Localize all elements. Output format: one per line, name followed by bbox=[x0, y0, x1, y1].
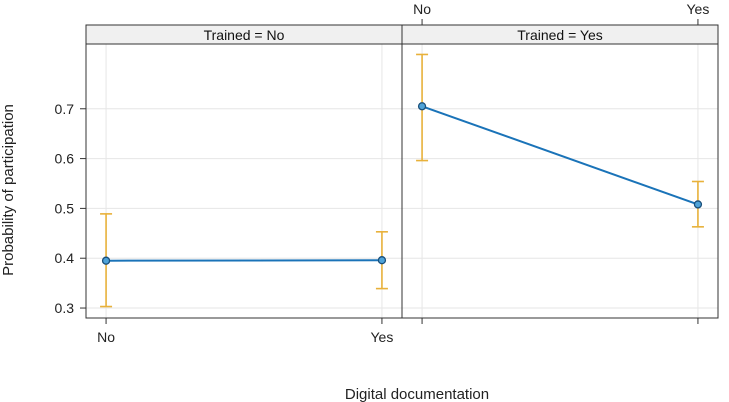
panel: Trained = No No Yes bbox=[85, 24, 403, 345]
y-axis: 0.3 0.4 0.5 0.6 0.7 bbox=[55, 101, 86, 316]
x-tick-label: Yes bbox=[687, 1, 710, 17]
data-point bbox=[377, 256, 387, 265]
data-point bbox=[101, 256, 111, 265]
panels-layer: Trained = No No Yes Trained = Yes No Yes bbox=[85, 1, 719, 345]
y-tick-label: 0.3 bbox=[55, 300, 75, 316]
y-tick-label: 0.6 bbox=[55, 151, 75, 167]
y-axis-title: Probability of participation bbox=[0, 104, 17, 276]
panel-strip-label: Trained = Yes bbox=[517, 27, 603, 43]
panel: Trained = Yes No Yes bbox=[401, 1, 719, 324]
data-point bbox=[417, 102, 427, 111]
x-axis-title: Digital documentation bbox=[345, 386, 489, 402]
x-tick-label: Yes bbox=[371, 329, 394, 345]
x-tick-label: No bbox=[413, 1, 431, 17]
data-point bbox=[693, 200, 703, 209]
x-tick-label: No bbox=[97, 329, 115, 345]
panel-strip-label: Trained = No bbox=[204, 27, 285, 43]
panel-border bbox=[401, 43, 719, 319]
series-line bbox=[421, 105, 699, 206]
panel-border bbox=[85, 43, 403, 319]
y-tick-label: 0.5 bbox=[55, 200, 75, 216]
y-tick-label: 0.7 bbox=[55, 101, 75, 117]
y-tick-label: 0.4 bbox=[55, 250, 75, 266]
